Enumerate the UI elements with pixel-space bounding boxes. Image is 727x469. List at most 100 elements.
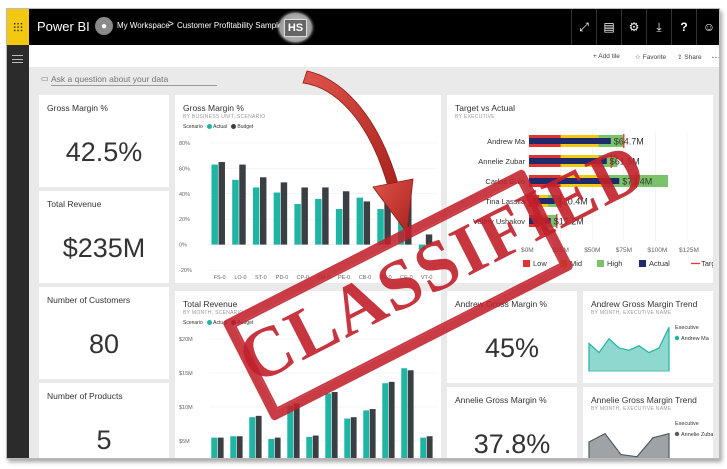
- download-icon[interactable]: ⤓: [646, 9, 671, 45]
- bar: [356, 197, 364, 245]
- y-tick-label: 0%: [179, 243, 187, 249]
- y-tick-label: 40%: [179, 192, 190, 198]
- user-avatar-magnified[interactable]: HS: [279, 13, 312, 42]
- legend-label: Target: [701, 259, 713, 268]
- tile-andrew-gross-margin[interactable]: Andrew Gross Margin % 45%: [447, 291, 577, 383]
- favorite-button[interactable]: ☆ Favorite: [635, 54, 667, 61]
- bar: [384, 201, 391, 245]
- tile-number-of-customers[interactable]: Number of Customers 80: [39, 287, 169, 379]
- bar: [252, 187, 260, 245]
- bar: [249, 417, 256, 458]
- legend-title: Executive: [675, 421, 699, 427]
- bar: [315, 198, 322, 245]
- action-bar: + Add tile ☆ Favorite ⇪ Share …: [29, 45, 720, 67]
- bar: [377, 209, 384, 245]
- tile-title: Total Revenue: [47, 199, 102, 209]
- y-tick-label: $15M: [179, 371, 193, 377]
- legend-dot: [231, 124, 237, 130]
- area-series: [588, 432, 670, 458]
- card-value: 45%: [484, 333, 540, 363]
- tile-total-revenue-chart[interactable]: Total Revenue BY MONTH, SCENARIO Scenari…: [175, 291, 441, 458]
- tile-annelie-trend[interactable]: Annelie Gross Margin Trend BY MONTH, EXE…: [583, 387, 713, 458]
- category-label: Carlos Grilo: [485, 177, 525, 186]
- top-bar: Power BI ● My Workspace > Customer Profi…: [7, 9, 719, 45]
- x-tick-label: LO-0: [234, 275, 246, 281]
- tile-total-revenue[interactable]: Total Revenue $235M: [39, 191, 169, 283]
- y-tick-label: $10M: [179, 405, 193, 411]
- workspace-avatar[interactable]: ●: [95, 17, 113, 35]
- legend-dot: [231, 320, 237, 326]
- qa-input[interactable]: [51, 72, 217, 86]
- x-tick-label: CE-0: [400, 275, 413, 281]
- bar: [287, 405, 294, 458]
- tile-title: Andrew Gross Margin %: [455, 299, 548, 309]
- gross-margin-bar-chart: 80% 60% 40% 20% 0% -20% FS-0 LO-0 ST-0 PD-0 CP-0 SM…: [179, 141, 437, 281]
- settings-icon[interactable]: ⚙: [621, 9, 646, 45]
- waffle-icon: [13, 22, 23, 32]
- chart-subtitle: BY BUSINESS UNIT, SCENARIO: [183, 114, 266, 120]
- tile-title: Number of Customers: [47, 295, 131, 305]
- feedback-icon[interactable]: ☺: [696, 9, 719, 45]
- share-button[interactable]: ⇪ Share: [677, 54, 702, 61]
- x-tick-label: $100M: [647, 247, 667, 254]
- chart-subtitle: BY MONTH, SCENARIO: [183, 310, 244, 316]
- legend-swatch: [523, 260, 530, 267]
- bar: [420, 437, 427, 458]
- chevron-right-icon: >: [168, 19, 174, 30]
- breadcrumb-workspace[interactable]: My Workspace: [117, 21, 170, 30]
- legend-dot: [674, 335, 680, 341]
- actual-bar: [529, 138, 611, 144]
- x-tick-label: $0M: [521, 247, 534, 254]
- actual-bar: [529, 178, 620, 184]
- bar: [342, 191, 350, 245]
- x-tick-label: VT-0: [421, 275, 433, 281]
- app-launcher-button[interactable]: [7, 9, 29, 45]
- x-tick-label: FS-0: [214, 275, 226, 281]
- tile-number-of-products[interactable]: Number of Products 5: [39, 383, 169, 458]
- tile-gross-margin[interactable]: Gross Margin % 42.5%: [39, 95, 169, 187]
- chart-subtitle: BY EXECUTIVE: [455, 114, 495, 120]
- expand-icon[interactable]: ⤢: [571, 9, 596, 45]
- target-vs-actual-chart: $0M $25M $50M $75M $100M $125M Andrew Ma $64.7M…: [473, 131, 713, 268]
- add-tile-button[interactable]: + Add tile: [593, 53, 620, 60]
- annelie-area-chart: Executive Annelie Zubar: [588, 421, 713, 458]
- bar: [218, 162, 225, 245]
- legend-dot: [207, 320, 213, 326]
- card-value: 37.8%: [473, 429, 551, 459]
- help-icon[interactable]: ?: [671, 9, 696, 45]
- breadcrumb-report[interactable]: Customer Profitability Sample: [177, 21, 283, 30]
- hamburger-icon[interactable]: [12, 55, 23, 63]
- bar: [294, 203, 301, 245]
- x-tick-label: PE-0: [338, 275, 350, 281]
- chart-title: Target vs Actual: [455, 103, 516, 113]
- x-tick-label: CP-0: [297, 275, 310, 281]
- value-label: $17.2M: [554, 217, 584, 227]
- legend-label: Low: [533, 259, 547, 268]
- andrew-area-chart: Executive Andrew Ma: [588, 325, 710, 372]
- legend-title: Executive: [675, 325, 699, 331]
- qa-icon: ▭: [41, 74, 49, 83]
- user-initials: HS: [283, 18, 308, 37]
- comment-icon[interactable]: ▤: [596, 9, 621, 45]
- tile-andrew-trend[interactable]: Andrew Gross Margin Trend BY MONTH, EXEC…: [583, 291, 713, 383]
- bar: [426, 436, 433, 458]
- bar: [280, 182, 288, 245]
- tile-annelie-gross-margin[interactable]: Annelie Gross Margin % 37.8%: [447, 387, 577, 459]
- more-options-icon[interactable]: …: [711, 50, 720, 61]
- bar: [401, 368, 408, 458]
- x-tick-label: $25M: [553, 247, 569, 254]
- chart-title: Annelie Gross Margin Trend: [591, 395, 697, 405]
- x-tick-label: SM-0: [317, 275, 330, 281]
- x-tick-label: $75M: [616, 247, 632, 254]
- y-tick-label: 80%: [179, 141, 190, 147]
- tile-gross-margin-chart[interactable]: Gross Margin % BY BUSINESS UNIT, SCENARI…: [175, 95, 441, 283]
- bar: [301, 187, 308, 245]
- tile-target-vs-actual[interactable]: Target vs Actual BY EXECUTIVE $0M $25M $50…: [447, 95, 713, 283]
- legend-label: Actual: [649, 259, 670, 268]
- legend-label: Actual: [213, 124, 228, 130]
- app-title: Power BI: [37, 19, 90, 34]
- x-tick-label: SE-0: [379, 275, 391, 281]
- y-tick-label: $5M: [179, 439, 190, 445]
- bar: [407, 370, 414, 458]
- bar: [273, 192, 281, 245]
